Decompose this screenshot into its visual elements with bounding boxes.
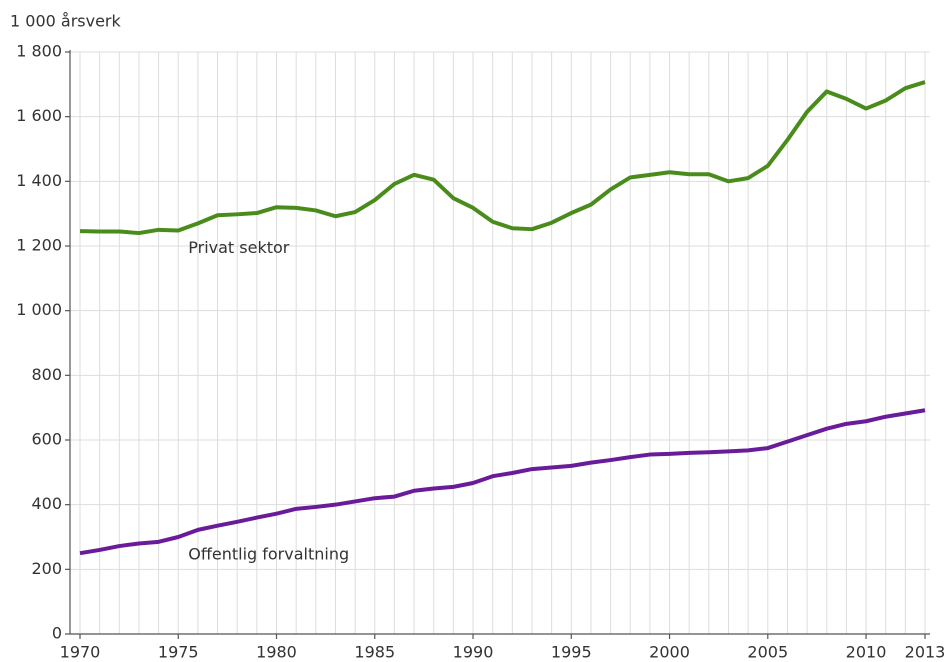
- y-tick-label: 1 200: [16, 236, 62, 255]
- y-tick-label: 1 800: [16, 42, 62, 61]
- x-tick-label: 1975: [158, 643, 199, 662]
- x-tick-label: 1995: [551, 643, 592, 662]
- series-label: Offentlig forvaltning: [188, 545, 349, 564]
- y-tick-label: 600: [31, 430, 62, 449]
- y-tick-label: 1 400: [16, 171, 62, 190]
- x-tick-label: 2000: [649, 643, 690, 662]
- series-label: Privat sektor: [188, 238, 290, 257]
- y-tick-label: 0: [52, 624, 62, 643]
- x-tick-label: 2005: [747, 643, 788, 662]
- y-tick-label: 1 000: [16, 300, 62, 319]
- y-tick-label: 800: [31, 365, 62, 384]
- x-tick-label: 1970: [60, 643, 101, 662]
- x-tick-label: 1980: [256, 643, 297, 662]
- x-tick-label: 1985: [354, 643, 395, 662]
- y-tick-label: 1 600: [16, 106, 62, 125]
- y-tick-label: 400: [31, 494, 62, 513]
- y-axis-label: 1 000 årsverk: [10, 12, 122, 31]
- x-tick-label: 2010: [846, 643, 887, 662]
- x-tick-label: 2013: [905, 643, 946, 662]
- series-line: [79, 80, 926, 236]
- x-tick-label: 1990: [453, 643, 494, 662]
- y-tick-label: 200: [31, 559, 62, 578]
- series-line: [79, 408, 926, 556]
